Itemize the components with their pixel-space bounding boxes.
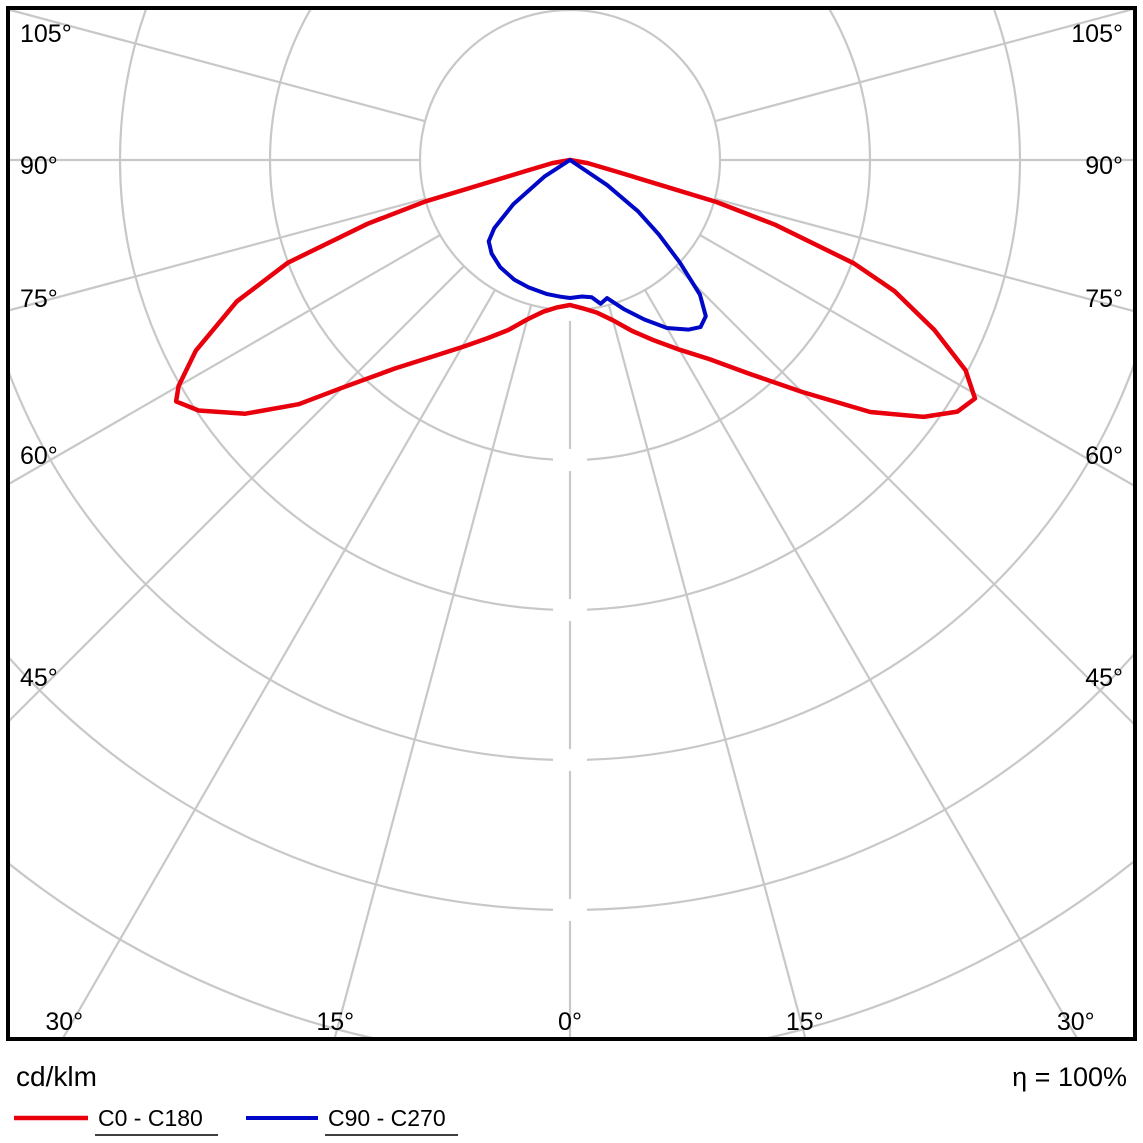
grid-radial-line xyxy=(714,197,1133,312)
angle-tick-label: 15° xyxy=(316,1008,354,1036)
angle-tick-label: 90° xyxy=(20,152,58,180)
angle-tick-label: 75° xyxy=(20,285,58,313)
grid-radial-line xyxy=(675,265,1133,725)
legend-label-c90-c270: C90 - C270 xyxy=(328,1105,446,1131)
radial-axis-label-box xyxy=(553,599,587,621)
radial-axis-label-box xyxy=(553,749,587,771)
angle-tick-label: 0° xyxy=(558,1008,582,1036)
grid-radial-line xyxy=(10,234,441,485)
legend-label-c0-c180: C0 - C180 xyxy=(98,1105,203,1131)
angle-tick-labels: 0° 15° 15° 30° 30° 45° 45° 60° 60° 75° 75° 90° 90° 10… xyxy=(20,20,1123,1036)
angle-tick-label: 105° xyxy=(1071,20,1123,48)
angle-tick-label: 60° xyxy=(20,442,58,470)
angle-tick-label: 30° xyxy=(45,1008,83,1036)
grid-radial-line xyxy=(10,10,426,123)
grid-radial-line xyxy=(607,304,807,1037)
units-label: cd/klm xyxy=(16,1061,97,1092)
angle-tick-label: 60° xyxy=(1085,442,1123,470)
grid-radial-line xyxy=(62,289,496,1037)
efficiency-label: η = 100% xyxy=(1012,1062,1127,1092)
curve-c90-c270 xyxy=(486,158,708,332)
angle-tick-label: 75° xyxy=(1085,285,1123,313)
radial-axis-label-box xyxy=(553,899,587,921)
angle-tick-label: 30° xyxy=(1057,1008,1095,1036)
grid-radial-line xyxy=(644,289,1078,1037)
legend: C0 - C180 C90 - C270 xyxy=(14,1105,458,1136)
angle-tick-label: 45° xyxy=(20,664,58,692)
radial-axis-label-box xyxy=(553,449,587,471)
intensity-curves xyxy=(173,157,978,420)
angle-tick-label: 45° xyxy=(1085,664,1123,692)
grid-radial-line xyxy=(699,234,1133,487)
angle-tick-label: 15° xyxy=(786,1008,824,1036)
grid-radial-line xyxy=(10,197,426,312)
grid-radial-line xyxy=(333,304,533,1037)
radial-axis-label-boxes xyxy=(553,299,587,921)
grid-circle xyxy=(10,363,1133,761)
grid-radial-line xyxy=(714,10,1133,123)
angle-tick-label: 90° xyxy=(1085,152,1123,180)
grid-radial-line xyxy=(10,265,465,722)
plot-border xyxy=(6,6,1137,1041)
curve-c0-c180 xyxy=(173,157,978,420)
angle-tick-label: 105° xyxy=(20,20,72,48)
